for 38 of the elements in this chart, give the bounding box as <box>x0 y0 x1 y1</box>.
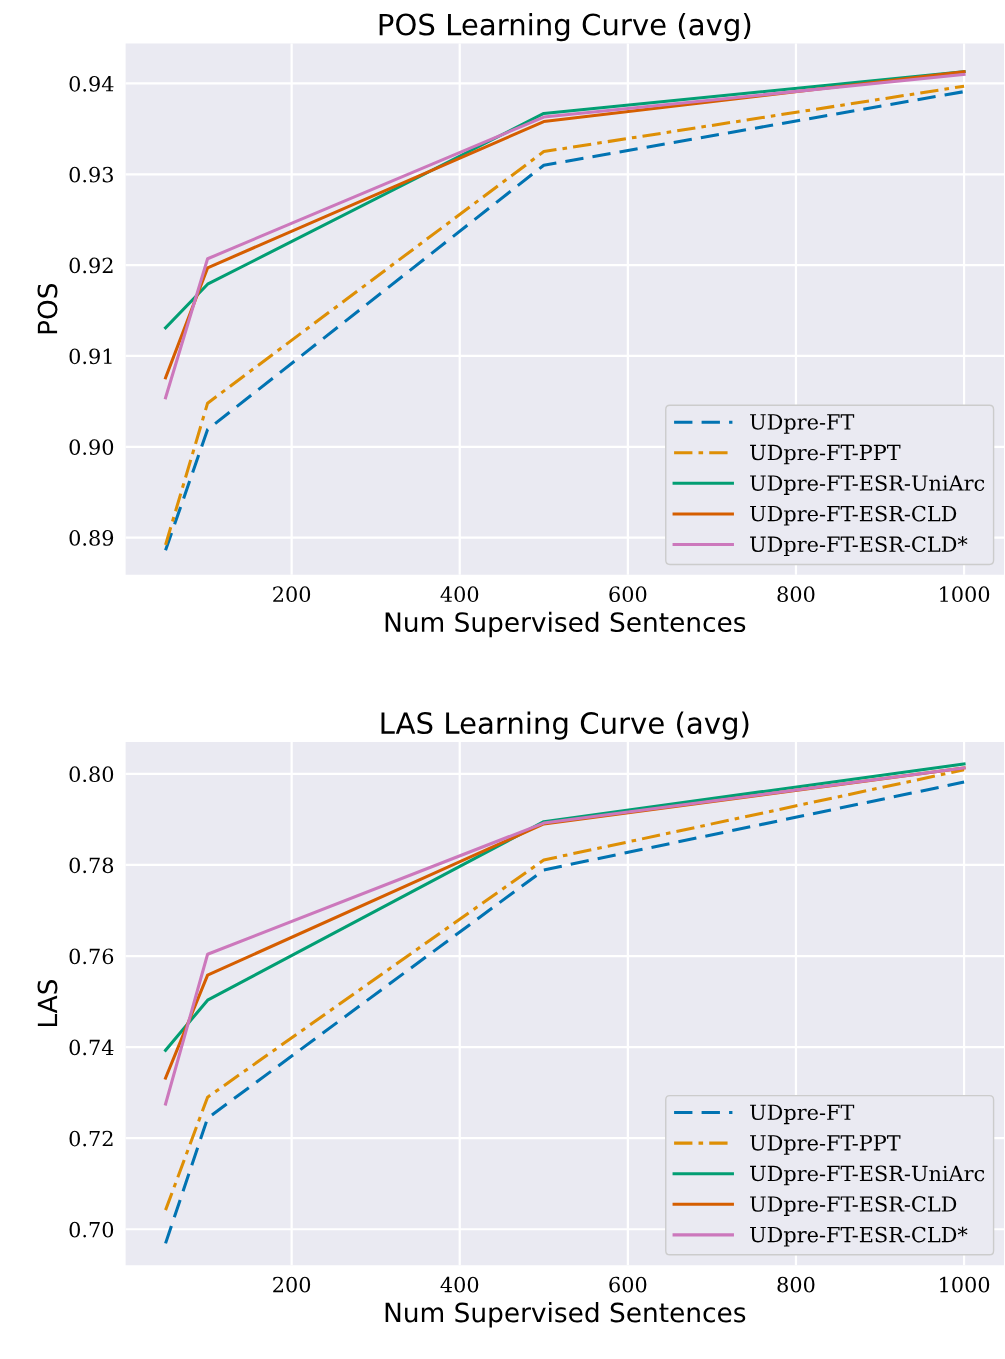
x-axis-title: Num Supervised Sentences <box>385 1302 746 1328</box>
y-tick-label: 0.93 <box>69 166 113 183</box>
y-tick-label: 0.70 <box>69 1221 114 1238</box>
x-tick-label: 800 <box>777 1276 815 1293</box>
legend-label: UDpre-FT-ESR-UniArc <box>750 1165 985 1186</box>
y-tick-label: 0.80 <box>69 766 114 783</box>
x-tick-label: 400 <box>440 1276 479 1293</box>
legend-label: UDpre-FT <box>750 1104 855 1125</box>
chart-title: POS Learning Curve (avg) <box>379 12 751 42</box>
legend-label: UDpre-FT-ESR-CLD* <box>750 1226 968 1247</box>
x-tick-label: 400 <box>440 586 479 603</box>
y-axis-title: POS <box>37 283 58 334</box>
x-tick-label: 1000 <box>940 586 990 603</box>
y-tick-label: 0.76 <box>69 948 114 965</box>
y-tick-label: 0.94 <box>69 75 114 92</box>
x-tick-label: 200 <box>273 1276 311 1293</box>
x-tick-label: 600 <box>609 1276 647 1293</box>
x-tick-label: 200 <box>273 586 311 603</box>
legend-label: UDpre-FT-ESR-CLD <box>750 505 957 526</box>
y-axis-title: LAS <box>37 980 58 1027</box>
y-tick-label: 0.74 <box>69 1039 114 1056</box>
legend-label: UDpre-FT <box>750 414 855 434</box>
x-tick-label: 600 <box>609 586 647 603</box>
legend-label: UDpre-FT-PPT <box>750 1135 901 1155</box>
legend-label: UDpre-FT-ESR-CLD* <box>750 536 968 557</box>
y-tick-label: 0.92 <box>69 257 113 274</box>
y-tick-label: 0.72 <box>69 1130 113 1147</box>
x-tick-label: 800 <box>777 586 815 603</box>
chart-title: LAS Learning Curve (avg) <box>381 711 749 740</box>
y-tick-label: 0.91 <box>69 348 112 365</box>
x-axis-title: Num Supervised Sentences <box>385 611 746 638</box>
legend-label: UDpre-FT-ESR-UniArc <box>750 475 985 495</box>
legend-label: UDpre-FT-ESR-CLD <box>750 1196 957 1216</box>
legend-label: UDpre-FT-PPT <box>750 444 901 465</box>
y-tick-label: 0.90 <box>69 439 114 455</box>
y-tick-label: 0.89 <box>69 530 114 546</box>
y-tick-label: 0.78 <box>69 857 114 874</box>
x-tick-label: 1000 <box>940 1276 990 1293</box>
